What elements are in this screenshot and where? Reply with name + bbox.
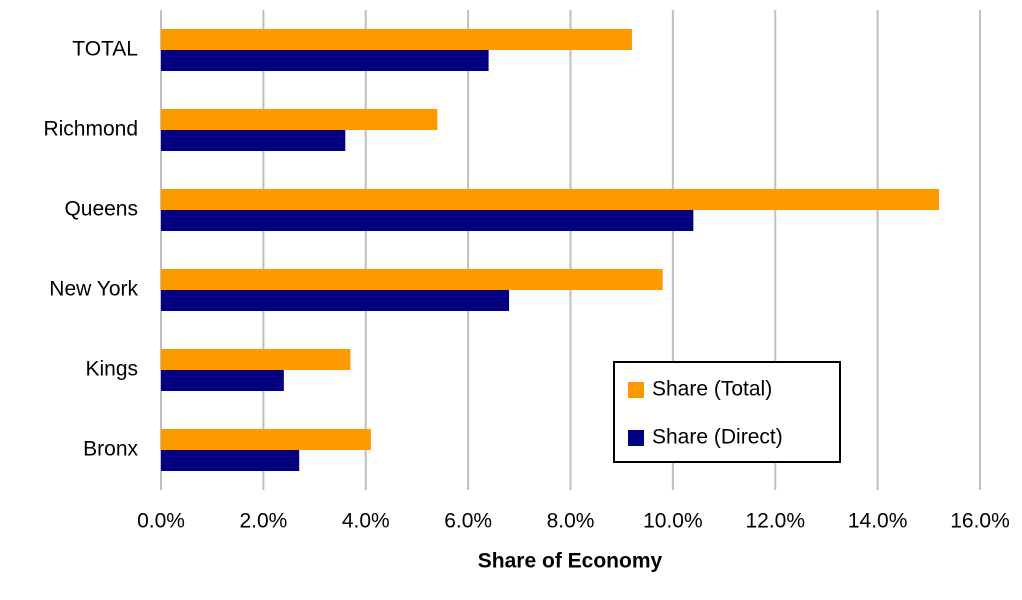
legend-swatch (628, 382, 644, 398)
y-tick-label: TOTAL (72, 38, 138, 61)
y-tick-label: Kings (85, 358, 138, 381)
legend-box (613, 361, 841, 463)
bar (161, 189, 940, 210)
bar (161, 370, 284, 391)
x-axis-label: Share of Economy (478, 550, 663, 573)
bar (161, 29, 632, 50)
x-tick-label: 12.0% (745, 510, 805, 533)
x-tick-label: 0.0% (137, 510, 185, 533)
x-tick-label: 2.0% (239, 510, 287, 533)
bar (161, 349, 351, 370)
y-tick-label: Bronx (83, 438, 138, 461)
x-tick-label: 6.0% (444, 510, 492, 533)
x-tick-label: 14.0% (848, 510, 908, 533)
y-tick-label: New York (49, 278, 138, 301)
bar (161, 210, 694, 231)
x-tick-label: 4.0% (342, 510, 390, 533)
bar (161, 450, 300, 471)
bar (161, 50, 489, 71)
legend-swatch (628, 430, 644, 446)
bar (161, 269, 663, 290)
x-tick-label: 16.0% (950, 510, 1010, 533)
legend-label: Share (Direct) (652, 426, 783, 449)
bar (161, 130, 346, 151)
y-tick-label: Queens (64, 198, 138, 221)
bar (161, 429, 371, 450)
legend: Share (Total) Share (Direct) (613, 361, 841, 463)
y-tick-label: Richmond (43, 118, 138, 141)
x-tick-label: 10.0% (643, 510, 703, 533)
bar (161, 109, 438, 130)
bar (161, 290, 510, 311)
legend-label: Share (Total) (652, 378, 772, 401)
x-tick-label: 8.0% (547, 510, 595, 533)
